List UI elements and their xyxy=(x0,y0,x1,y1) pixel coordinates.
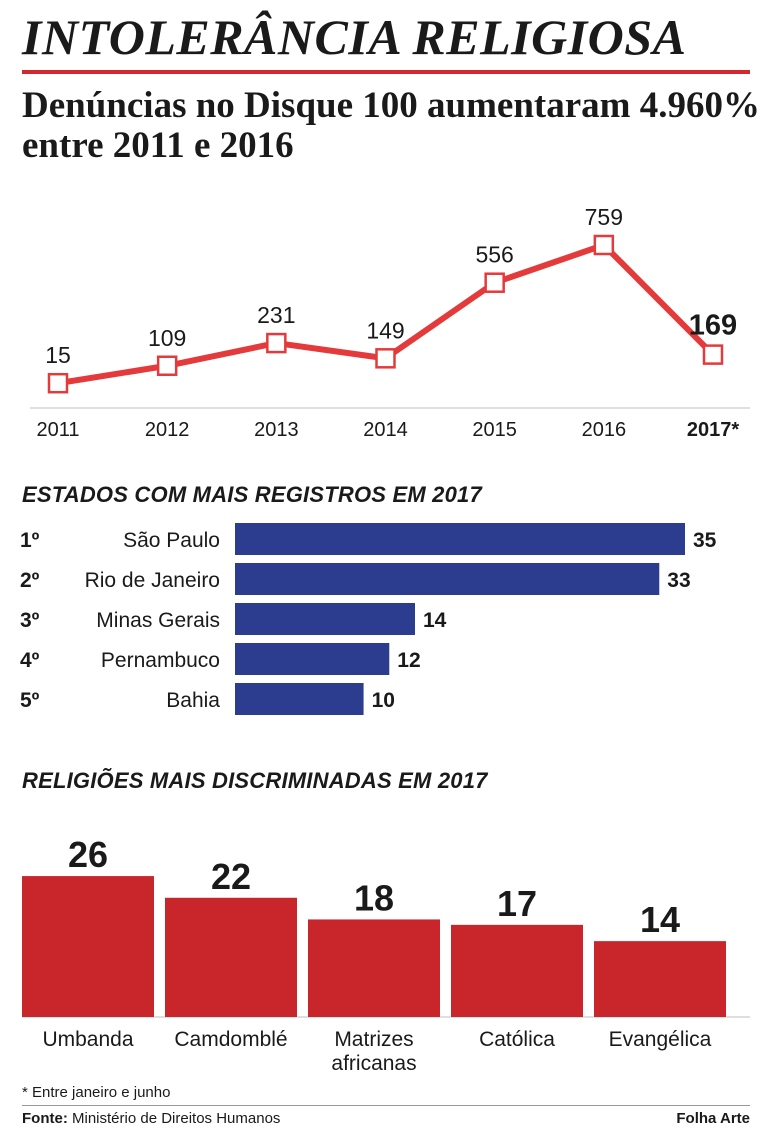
x-tick-label: 2016 xyxy=(582,419,627,441)
state-value-label: 10 xyxy=(372,689,395,712)
x-tick-label: 2014 xyxy=(363,419,408,441)
data-point-marker xyxy=(375,348,396,369)
x-tick-label: 2013 xyxy=(254,419,299,441)
religion-bar xyxy=(451,924,583,1017)
line-chart: 15 2011 109 2012 231 2013 149 2014 556 2015 759 201… xyxy=(30,204,750,441)
data-point-marker xyxy=(266,332,287,354)
data-label: 149 xyxy=(366,317,404,343)
state-value-label: 35 xyxy=(693,529,717,552)
state-bar xyxy=(235,563,660,595)
data-label: 169 xyxy=(689,310,737,342)
religion-category-label: Camdomblé xyxy=(174,1028,287,1051)
state-label: Pernambuco xyxy=(101,649,220,672)
source-line: Fonte: Ministério de Direitos Humanos xyxy=(22,1110,280,1127)
states-bar-chart: 1º São Paulo 35 2º Rio de Janeiro 33 3º Minas G… xyxy=(20,523,717,715)
state-bar xyxy=(235,523,685,555)
x-tick-label: 2011 xyxy=(36,419,79,441)
data-label: 109 xyxy=(148,325,186,351)
chart-title: INTOLERÂNCIA RELIGIOSA xyxy=(22,9,687,65)
data-point-marker xyxy=(702,344,724,365)
x-tick-label: 2015 xyxy=(472,419,517,441)
religion-category-label: Matrizes xyxy=(334,1028,413,1051)
religion-category-label: africanas xyxy=(331,1052,416,1075)
data-label: 556 xyxy=(475,242,513,268)
religion-value-label: 26 xyxy=(68,834,108,875)
rank-label: 4º xyxy=(20,649,40,672)
state-bar xyxy=(235,643,390,675)
credit: Folha Arte xyxy=(676,1110,750,1127)
state-bar xyxy=(235,683,364,715)
rank-label: 5º xyxy=(20,689,40,712)
rank-label: 1º xyxy=(20,529,40,552)
religion-value-label: 22 xyxy=(211,856,251,897)
rank-label: 2º xyxy=(20,569,40,592)
state-bar xyxy=(235,603,415,635)
religion-category-label: Umbanda xyxy=(42,1028,133,1051)
religion-bar xyxy=(594,941,726,1017)
rank-label: 3º xyxy=(20,609,40,632)
data-point-marker xyxy=(484,272,505,293)
religion-value-label: 14 xyxy=(640,899,680,940)
footer-rule xyxy=(22,1105,750,1106)
state-value-label: 33 xyxy=(667,569,690,592)
religion-bar xyxy=(308,919,440,1017)
religion-value-label: 18 xyxy=(354,877,394,918)
states-section-title: ESTADOS COM MAIS REGISTROS EM 2017 xyxy=(22,482,482,507)
religion-value-label: 17 xyxy=(497,883,537,924)
state-value-label: 14 xyxy=(423,609,447,632)
state-label: Minas Gerais xyxy=(96,609,220,632)
religion-bar xyxy=(165,897,297,1017)
data-point-marker xyxy=(47,372,69,394)
religion-category-label: Católica xyxy=(479,1028,555,1051)
religion-category-label: Evangélica xyxy=(609,1028,712,1051)
chart-subtitle: Denúncias no Disque 100 aumentaram 4.960… xyxy=(22,85,760,166)
data-label: 759 xyxy=(585,204,623,230)
data-point-marker xyxy=(156,355,178,377)
religion-bar xyxy=(22,876,154,1017)
religions-section-title: RELIGIÕES MAIS DISCRIMINADAS EM 2017 xyxy=(22,768,488,793)
state-label: Bahia xyxy=(166,689,220,712)
source-text: Ministério de Direitos Humanos xyxy=(72,1110,281,1127)
state-value-label: 12 xyxy=(397,649,420,672)
source-label: Fonte: xyxy=(22,1110,68,1127)
title-rule xyxy=(22,70,750,74)
data-label: 231 xyxy=(257,302,295,328)
footnote: * Entre janeiro e junho xyxy=(22,1084,171,1101)
x-tick-label: 2017* xyxy=(687,419,739,441)
state-label: São Paulo xyxy=(123,529,220,552)
data-label: 15 xyxy=(45,342,71,368)
data-point-marker xyxy=(593,234,615,256)
state-label: Rio de Janeiro xyxy=(85,569,220,592)
x-tick-label: 2012 xyxy=(145,419,190,441)
